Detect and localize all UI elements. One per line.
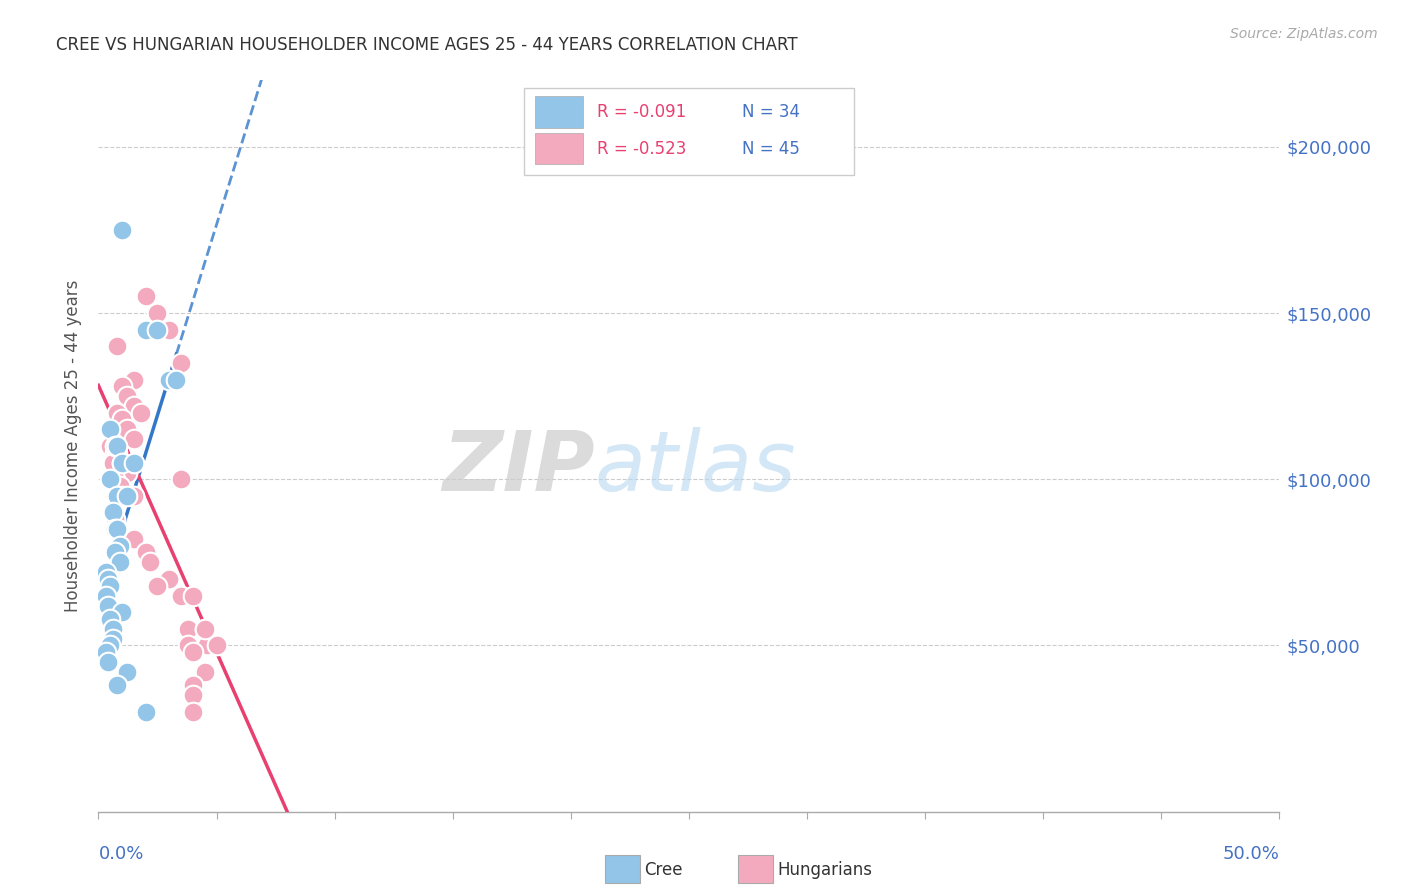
Point: [194, 665, 217, 679]
Text: 0.0%: 0.0%: [98, 845, 143, 863]
Text: N = 45: N = 45: [742, 140, 800, 158]
Point: [104, 445, 127, 459]
Point: [135, 705, 157, 719]
Point: [129, 406, 152, 420]
Point: [101, 456, 124, 470]
Point: [181, 589, 204, 603]
Text: Cree: Cree: [644, 861, 682, 879]
Point: [105, 678, 128, 692]
FancyBboxPatch shape: [536, 96, 582, 128]
Text: Hungarians: Hungarians: [778, 861, 873, 879]
Point: [111, 379, 134, 393]
Point: [139, 555, 162, 569]
Point: [108, 479, 131, 493]
Point: [135, 323, 157, 337]
Point: [115, 422, 138, 436]
Point: [97, 599, 120, 613]
Point: [157, 372, 180, 386]
Point: [146, 579, 169, 593]
Point: [146, 306, 169, 320]
Point: [104, 439, 127, 453]
Point: [115, 389, 138, 403]
Point: [194, 622, 217, 636]
Point: [115, 489, 138, 503]
Point: [135, 545, 157, 559]
FancyBboxPatch shape: [536, 133, 582, 164]
Point: [177, 622, 200, 636]
Point: [205, 639, 228, 653]
Text: CREE VS HUNGARIAN HOUSEHOLDER INCOME AGES 25 - 44 YEARS CORRELATION CHART: CREE VS HUNGARIAN HOUSEHOLDER INCOME AGE…: [56, 36, 797, 54]
Point: [105, 406, 128, 420]
Point: [97, 655, 120, 669]
Point: [105, 339, 128, 353]
Point: [194, 622, 217, 636]
Point: [181, 678, 204, 692]
Point: [104, 522, 127, 536]
Point: [181, 689, 204, 703]
Point: [177, 639, 200, 653]
Point: [104, 512, 127, 526]
Point: [94, 589, 117, 603]
Point: [104, 472, 127, 486]
Point: [122, 532, 145, 546]
Point: [105, 489, 128, 503]
Point: [111, 605, 134, 619]
Point: [170, 472, 193, 486]
Point: [98, 579, 121, 593]
Point: [122, 456, 145, 470]
Point: [170, 356, 193, 370]
Text: atlas: atlas: [595, 427, 796, 508]
Point: [98, 422, 121, 436]
Point: [105, 439, 128, 453]
Y-axis label: Householder Income Ages 25 - 44 years: Householder Income Ages 25 - 44 years: [65, 280, 83, 612]
Point: [181, 705, 204, 719]
Point: [157, 323, 180, 337]
Text: Source: ZipAtlas.com: Source: ZipAtlas.com: [1230, 27, 1378, 41]
Point: [111, 412, 134, 426]
FancyBboxPatch shape: [523, 87, 855, 176]
Text: 50.0%: 50.0%: [1223, 845, 1279, 863]
Point: [135, 289, 157, 303]
Point: [98, 472, 121, 486]
Point: [111, 456, 134, 470]
Point: [165, 372, 187, 386]
Point: [105, 522, 128, 536]
Point: [105, 445, 128, 459]
Point: [115, 665, 138, 679]
Point: [195, 639, 218, 653]
Point: [157, 572, 180, 586]
Point: [108, 539, 131, 553]
Text: R = -0.091: R = -0.091: [596, 103, 686, 121]
Point: [111, 456, 134, 470]
Point: [98, 439, 121, 453]
Point: [111, 223, 134, 237]
Point: [94, 566, 117, 580]
Point: [181, 645, 204, 659]
Point: [122, 372, 145, 386]
Point: [170, 589, 193, 603]
Point: [105, 522, 128, 536]
Point: [101, 506, 124, 520]
Point: [98, 639, 121, 653]
Point: [111, 489, 134, 503]
Point: [94, 645, 117, 659]
Text: R = -0.523: R = -0.523: [596, 140, 686, 158]
Point: [101, 622, 124, 636]
Point: [101, 632, 124, 646]
Point: [115, 466, 138, 480]
Text: N = 34: N = 34: [742, 103, 800, 121]
Point: [108, 555, 131, 569]
Point: [98, 612, 121, 626]
Text: ZIP: ZIP: [441, 427, 595, 508]
Point: [104, 545, 127, 559]
Point: [122, 433, 145, 447]
Point: [122, 489, 145, 503]
Point: [97, 572, 120, 586]
Point: [146, 323, 169, 337]
Point: [122, 399, 145, 413]
